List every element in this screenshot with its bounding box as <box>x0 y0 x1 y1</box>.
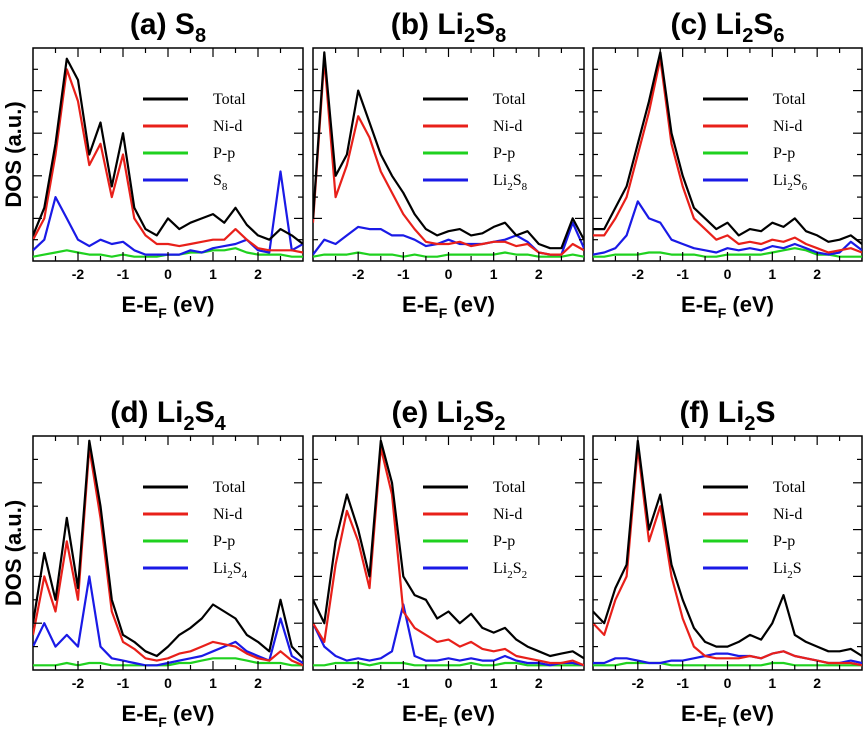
panel-f: (f) Li2S -2 -1 0 1 2 E-EF (eV) Total Ni-d P-p Li2S <box>592 396 863 730</box>
legend-label: Li2S <box>773 560 802 581</box>
legend-label: Ni-d <box>213 506 242 523</box>
series-line-ni-d <box>33 446 303 667</box>
x-tick-label: -1 <box>117 266 130 282</box>
series-line-total <box>33 439 303 660</box>
x-tick-label: 1 <box>490 675 498 691</box>
x-tick-label: 1 <box>209 675 217 691</box>
series-line-ni-d <box>313 446 584 667</box>
series-line-total <box>593 439 862 657</box>
plot-frame <box>312 435 585 671</box>
legend-label: Li2S4 <box>213 560 248 581</box>
x-tick-label: -2 <box>72 266 85 282</box>
legend-label: Total <box>493 91 526 108</box>
legend-label: Total <box>213 91 246 108</box>
legend-label: Li2S8 <box>493 172 528 193</box>
legend-label: P-p <box>213 533 235 550</box>
x-tick-label: 1 <box>768 266 776 282</box>
panel-title: (f) Li2S <box>679 396 775 435</box>
legend-label: Ni-d <box>493 506 522 523</box>
series-line-li2s2 <box>313 603 584 667</box>
x-tick-label: 0 <box>724 675 732 691</box>
series-line-ni-d <box>33 68 303 254</box>
x-tick-label: 0 <box>164 675 172 691</box>
panel-title: (c) Li2S6 <box>671 8 785 47</box>
x-tick-label: 1 <box>768 675 776 691</box>
series-line-total <box>33 57 303 245</box>
series-line-total <box>593 51 862 245</box>
panel-c: (c) Li2S6 -2 -1 0 1 2 E-EF (eV) Total Ni-d P-p Li2… <box>592 8 863 321</box>
x-axis-label: E-EF (eV) <box>402 292 495 321</box>
series-line-li2s6 <box>593 200 862 256</box>
y-axis-label: DOS (a.u.) <box>1 101 26 207</box>
series-line-total <box>313 439 584 660</box>
series-line-li2s4 <box>33 575 303 667</box>
series-line-li2s8 <box>313 221 584 256</box>
x-tick-label: 0 <box>445 266 453 282</box>
x-axis-label: E-EF (eV) <box>122 292 215 321</box>
x-axis-label: E-EF (eV) <box>402 701 495 730</box>
x-axis-label: E-EF (eV) <box>122 701 215 730</box>
x-tick-label: 0 <box>724 266 732 282</box>
plot-frame <box>592 435 863 671</box>
legend-label: Total <box>773 91 806 108</box>
panel-b: (b) Li2S8 -2 -1 0 1 2 E-EF (eV) Total Ni-d P-p Li2… <box>312 8 585 321</box>
legend-label: P-p <box>213 145 235 162</box>
legend-label: Li2S2 <box>493 560 527 581</box>
x-tick-label: -1 <box>397 675 410 691</box>
series-line-s8 <box>33 170 303 256</box>
legend-label: Total <box>493 479 526 496</box>
x-tick-label: -2 <box>632 675 645 691</box>
x-tick-label: 0 <box>164 266 172 282</box>
x-tick-label: -1 <box>676 266 689 282</box>
legend-label: Total <box>213 479 246 496</box>
x-tick-label: 2 <box>254 675 262 691</box>
x-axis-label: E-EF (eV) <box>681 292 774 321</box>
legend-label: Ni-d <box>773 506 802 523</box>
x-tick-label: 2 <box>813 266 821 282</box>
x-tick-label: -1 <box>117 675 130 691</box>
x-tick-label: 2 <box>535 266 543 282</box>
x-tick-label: -2 <box>72 675 85 691</box>
y-axis-label: DOS (a.u.) <box>1 500 26 606</box>
legend-label: P-p <box>773 145 795 162</box>
x-tick-label: 0 <box>445 675 453 691</box>
panel-e: (e) Li2S2 -2 -1 0 1 2 E-EF (eV) Total Ni-d P-p Li2… <box>312 396 585 730</box>
x-tick-label: -2 <box>352 675 365 691</box>
x-tick-label: -1 <box>397 266 410 282</box>
x-tick-label: 2 <box>535 675 543 691</box>
x-tick-label: -1 <box>676 675 689 691</box>
x-tick-label: -2 <box>632 266 645 282</box>
x-tick-label: 2 <box>813 675 821 691</box>
panel-a: (a) S8 -2 -1 0 1 2 E-EF (eV) DOS (a.u.) Total Ni-… <box>1 8 304 321</box>
legend-label: P-p <box>773 533 795 550</box>
x-tick-label: 1 <box>209 266 217 282</box>
x-tick-label: -2 <box>352 266 365 282</box>
panel-title: (b) Li2S8 <box>391 8 507 47</box>
legend-label: P-p <box>493 145 515 162</box>
legend-label: S8 <box>213 172 228 193</box>
series-line-ni-d <box>593 57 862 254</box>
legend-label: Ni-d <box>493 118 522 135</box>
panel-title: (e) Li2S2 <box>392 396 506 435</box>
legend-label: Ni-d <box>773 118 802 135</box>
series-line-ni-d <box>313 57 584 256</box>
legend-label: P-p <box>493 533 515 550</box>
panel-title: (d) Li2S4 <box>110 396 226 435</box>
legend-label: Total <box>773 479 806 496</box>
panel-title: (a) S8 <box>130 8 206 47</box>
series-line-total <box>313 51 584 250</box>
legend-label: Li2S6 <box>773 172 808 193</box>
x-axis-label: E-EF (eV) <box>681 701 774 730</box>
x-tick-label: 2 <box>254 266 262 282</box>
x-tick-label: 1 <box>490 266 498 282</box>
panel-d: (d) Li2S4 -2 -1 0 1 2 E-EF (eV) DOS (a.u.) Total… <box>1 396 304 730</box>
legend-label: Ni-d <box>213 118 242 135</box>
